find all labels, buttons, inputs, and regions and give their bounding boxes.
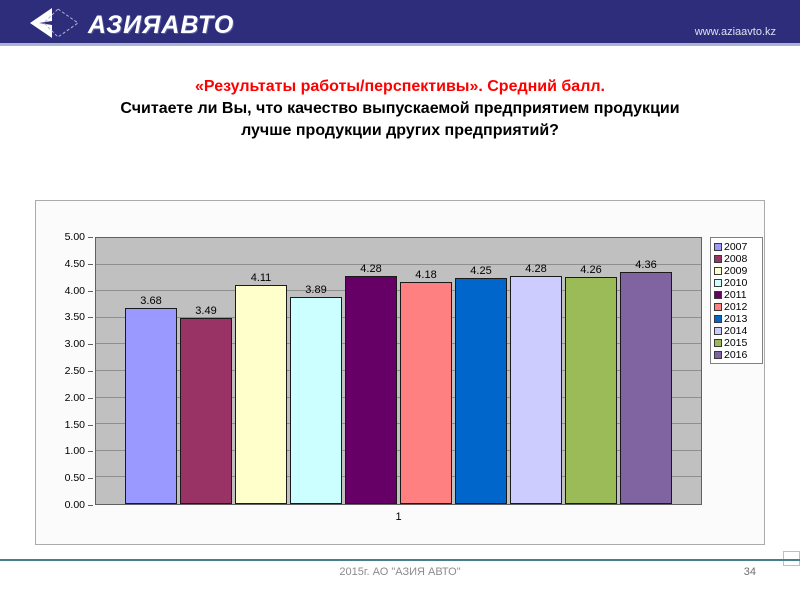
bar-value-label: 3.68 <box>140 295 162 308</box>
gridline <box>96 290 701 292</box>
legend-label: 2015 <box>724 336 748 349</box>
y-tick-label: 2.50 <box>65 366 94 376</box>
legend-label: 2010 <box>724 276 748 289</box>
title-line-2: Считаете ли Вы, что качество выпускаемой… <box>120 100 680 117</box>
plot-area: 3.68 3.49 4.11 3.89 4.28 4.18 4.25 4.28 4.26 4.36 <box>95 237 702 505</box>
gridline <box>96 396 701 398</box>
footer-divider <box>0 559 800 561</box>
bar-value-label: 4.28 <box>360 263 382 276</box>
legend-label: 2011 <box>724 288 747 301</box>
bar-2012: 4.18 <box>400 269 452 504</box>
gridline <box>96 449 701 451</box>
bar-2010: 3.89 <box>290 284 342 504</box>
bar-2008: 3.49 <box>180 305 232 504</box>
bar-2013: 4.25 <box>455 265 507 504</box>
bar-value-label: 4.28 <box>525 263 547 276</box>
bar-value-label: 4.18 <box>415 268 437 281</box>
legend-swatch <box>714 242 722 251</box>
bar-2007: 3.68 <box>125 295 177 504</box>
slide-title: «Результаты работы/перспективы». Средний… <box>40 76 760 142</box>
logo: АЗИЯАВТО <box>28 4 234 47</box>
y-tick-label: 3.00 <box>65 339 94 349</box>
footer-text: 2015г. АО "АЗИЯ АВТО" <box>339 566 461 578</box>
y-tick-label: 0.50 <box>65 473 94 483</box>
y-tick-label: 0.00 <box>65 500 94 510</box>
legend-label: 2013 <box>724 312 748 325</box>
chart-panel: 0.00 0.50 1.00 1.50 2.00 2.50 3.00 3.50 4.00 4.50… <box>35 200 765 545</box>
legend-swatch <box>714 302 722 311</box>
legend-label: 2008 <box>724 252 748 265</box>
header-bar: АЗИЯАВТО www.aziaavto.kz <box>0 0 800 46</box>
y-tick-label: 4.00 <box>65 285 94 296</box>
legend-label: 2009 <box>724 264 748 277</box>
legend-item-2007: 2007 <box>714 241 760 252</box>
bar-2009: 4.11 <box>235 272 287 504</box>
legend-swatch <box>714 314 722 323</box>
legend-label: 2014 <box>724 324 748 337</box>
gridline <box>96 263 701 265</box>
legend-swatch <box>714 350 722 359</box>
y-tick-label: 2.00 <box>65 393 94 403</box>
bar-value-label: 4.25 <box>470 264 492 277</box>
page-number: 34 <box>743 566 756 578</box>
legend: 2007 2008 2009 2010 2011 2012 2013 2014 2015 2016 <box>710 237 763 364</box>
legend-item-2011: 2011 <box>714 289 760 300</box>
bar-2016: 4.36 <box>620 259 672 504</box>
title-line-red: «Результаты работы/перспективы». Средний… <box>195 78 605 95</box>
gridline <box>96 370 701 371</box>
gridline <box>96 316 701 318</box>
gridline <box>96 423 701 425</box>
bar-value-label: 4.26 <box>580 264 602 277</box>
bar-2011: 4.28 <box>345 263 397 504</box>
bar-2014: 4.28 <box>510 263 562 504</box>
logo-diamond-icon <box>28 4 80 47</box>
gridline <box>96 476 701 478</box>
y-axis-labels: 0.00 0.50 1.00 1.50 2.00 2.50 3.00 3.50 4.00 4.50… <box>36 232 94 510</box>
legend-item-2008: 2008 <box>714 253 760 264</box>
legend-label: 2012 <box>724 300 748 313</box>
legend-label: 2016 <box>724 348 748 361</box>
legend-swatch <box>714 254 722 263</box>
bar-value-label: 3.49 <box>195 305 217 318</box>
y-tick-label: 5.00 <box>65 232 94 242</box>
bars: 3.68 3.49 4.11 3.89 4.28 4.18 4.25 4.28 4.26 4.36 <box>96 238 701 504</box>
website-url: www.aziaavto.kz <box>694 26 776 38</box>
title-line-3: лучше продукции других предприятий? <box>241 122 559 139</box>
legend-item-2015: 2015 <box>714 337 760 348</box>
bar-value-label: 4.11 <box>250 272 272 285</box>
legend-swatch <box>714 266 722 275</box>
logo-text: АЗИЯАВТО <box>88 11 235 39</box>
legend-item-2012: 2012 <box>714 301 760 312</box>
legend-swatch <box>714 278 722 287</box>
bar-value-label: 4.36 <box>635 259 657 272</box>
bar-2015: 4.26 <box>565 264 617 504</box>
legend-item-2010: 2010 <box>714 277 760 288</box>
gridline <box>96 343 701 345</box>
legend-item-2014: 2014 <box>714 325 760 336</box>
bar-value-label: 3.89 <box>305 284 327 297</box>
y-tick-label: 1.00 <box>65 446 94 457</box>
legend-item-2016: 2016 <box>714 349 760 360</box>
legend-swatch <box>714 338 722 347</box>
legend-item-2009: 2009 <box>714 265 760 276</box>
x-axis-category-label: 1 <box>395 511 402 523</box>
legend-swatch <box>714 326 722 335</box>
y-tick-label: 4.50 <box>65 259 94 269</box>
legend-label: 2007 <box>724 240 748 253</box>
y-tick-label: 1.50 <box>65 419 94 430</box>
y-tick-label: 3.50 <box>65 312 94 323</box>
legend-swatch <box>714 290 722 299</box>
legend-item-2013: 2013 <box>714 313 760 324</box>
